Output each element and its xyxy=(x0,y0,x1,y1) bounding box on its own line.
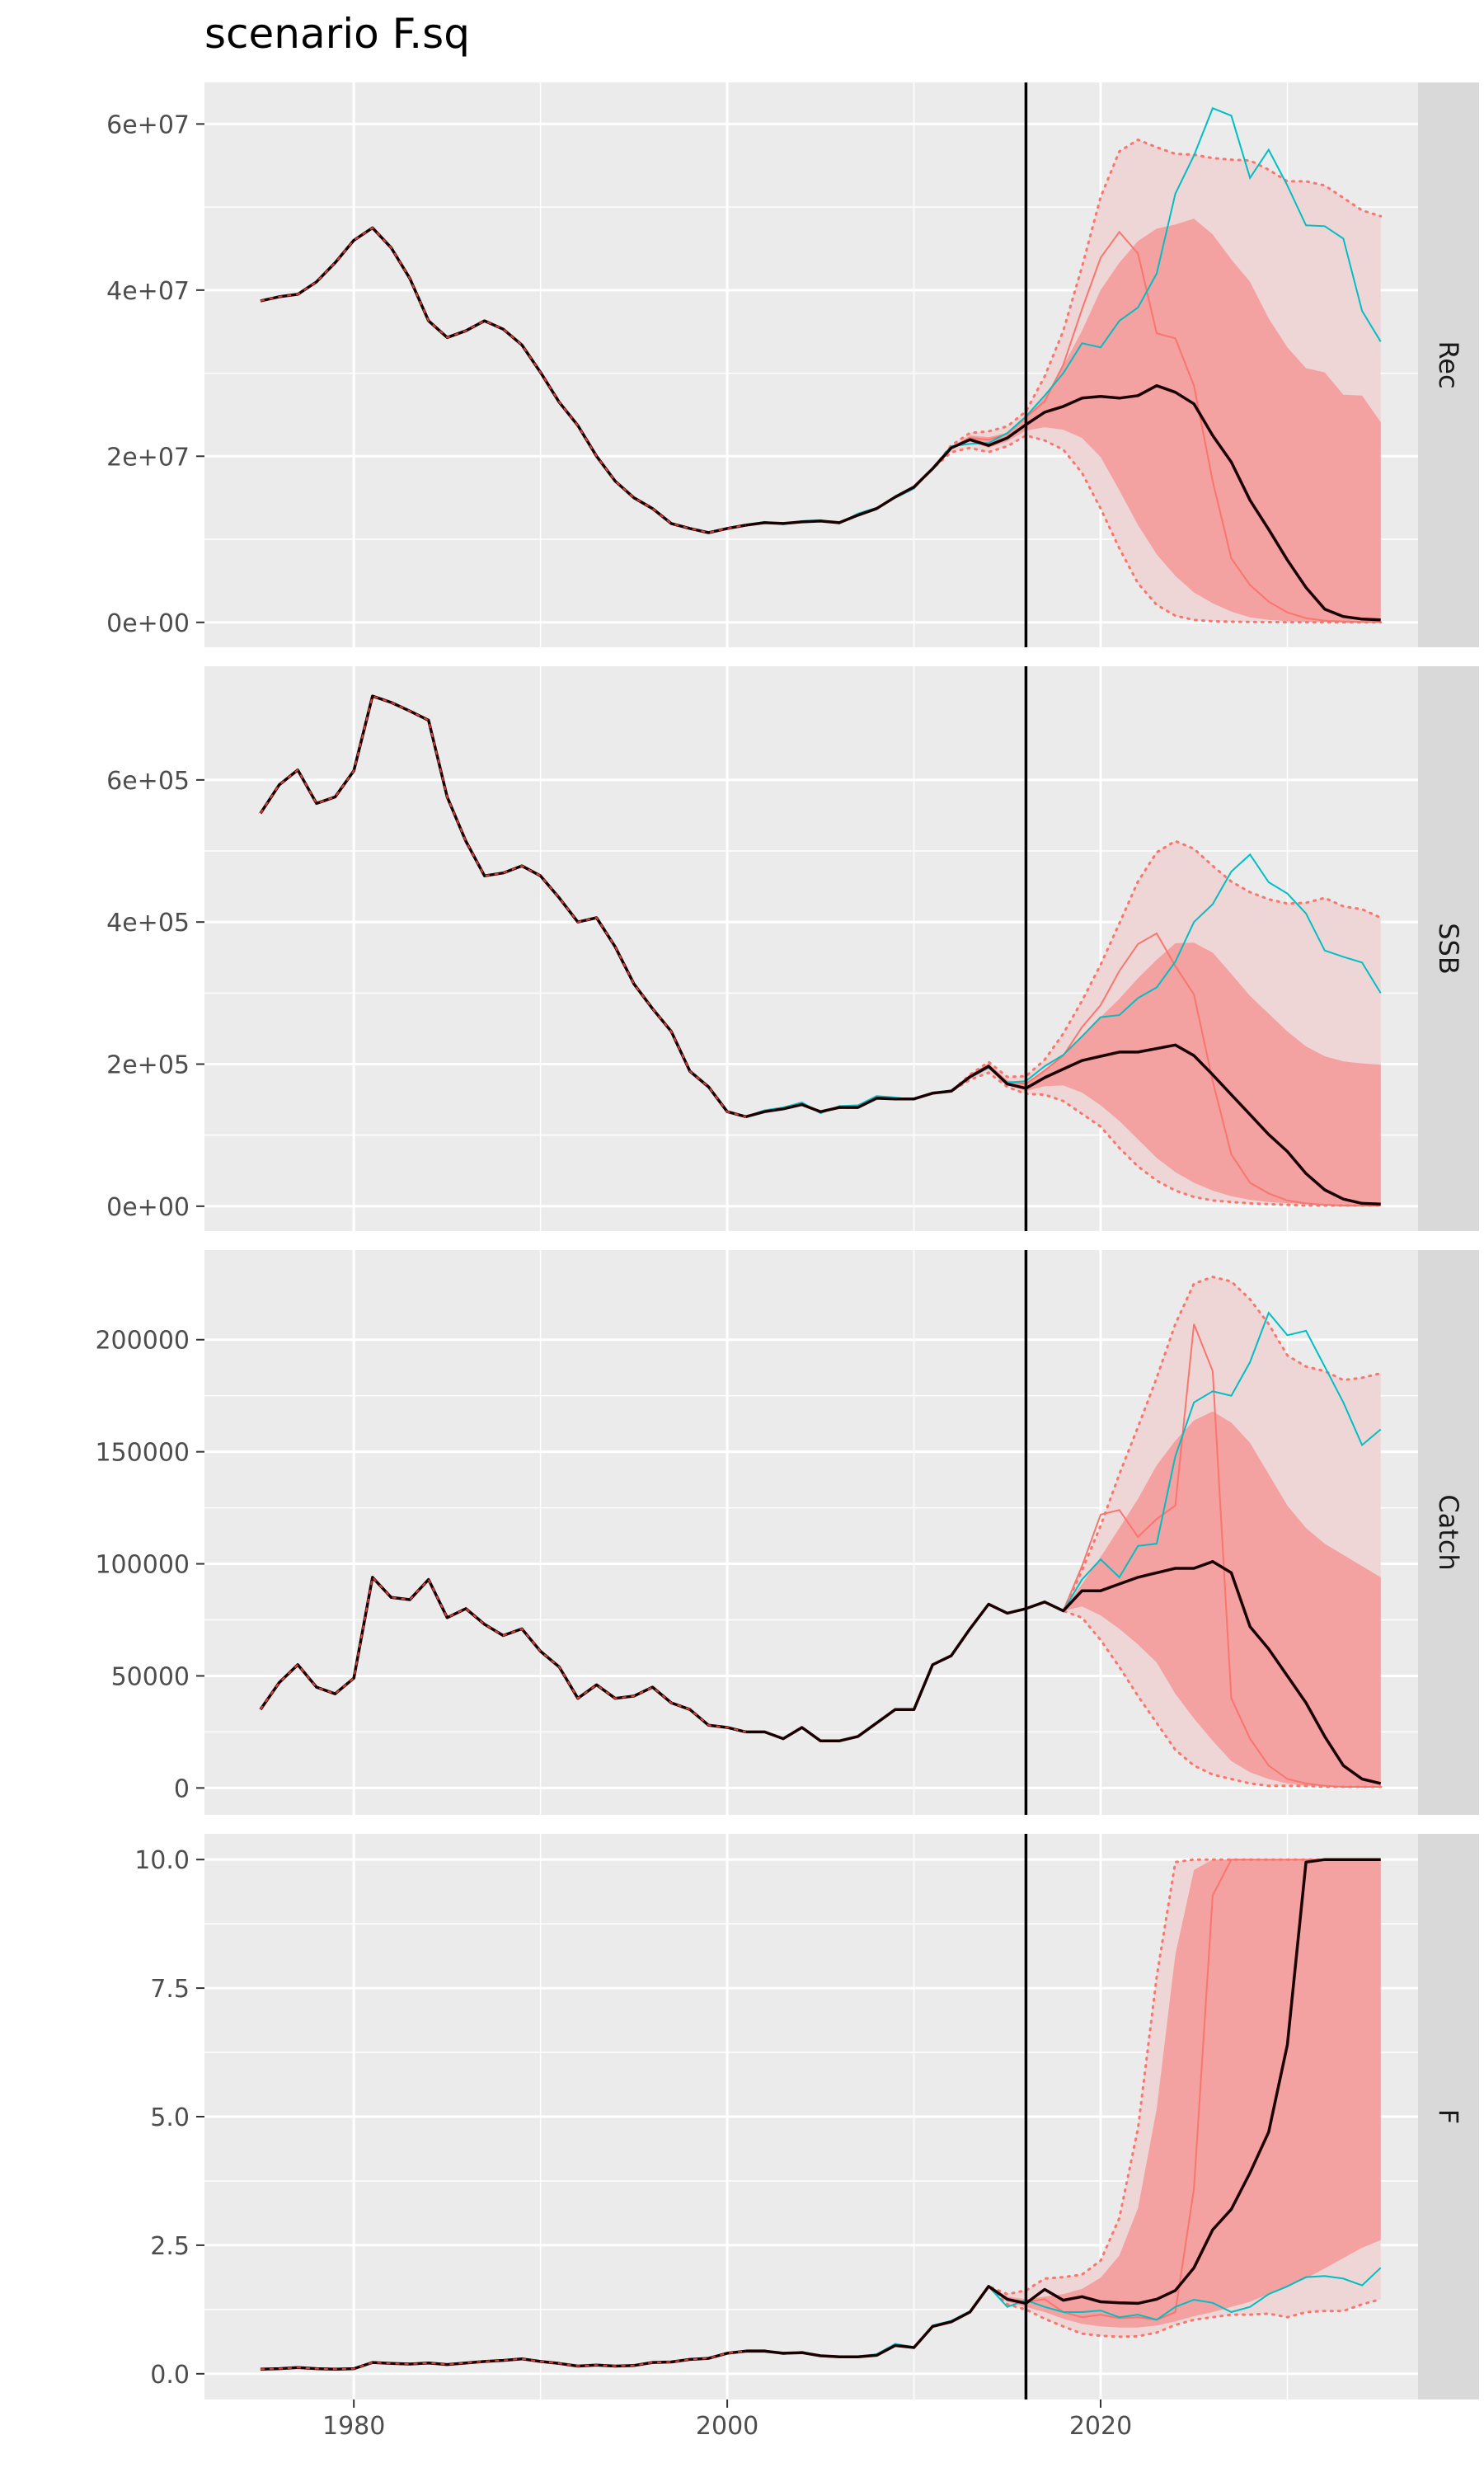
history-line xyxy=(260,226,747,534)
facet-strip xyxy=(1418,666,1479,1231)
y-tick-label: 150000 xyxy=(95,1439,190,1468)
outer-band-lower-dotted xyxy=(744,1600,1383,1788)
facet-strip-label: SSB xyxy=(1433,923,1464,975)
outer-band-upper-dotted xyxy=(744,839,1383,1118)
y-tick-label: 2e+05 xyxy=(106,1051,190,1080)
x-tick-label: 2000 xyxy=(696,2412,758,2441)
median-line xyxy=(745,1560,1382,1785)
facet-strip-label: Catch xyxy=(1433,1494,1464,1570)
median-line xyxy=(745,1043,1381,1206)
y-tick-label: 7.5 xyxy=(150,1975,190,2004)
median-line xyxy=(745,1858,1381,2358)
y-tick-label: 4e+05 xyxy=(106,909,190,938)
y-tick-label: 100000 xyxy=(95,1551,190,1580)
facet-strip xyxy=(1418,1834,1479,2399)
inner-uncertainty-band xyxy=(745,1859,1381,2357)
facet-strip xyxy=(1418,82,1479,647)
facet-strip-label: F xyxy=(1433,2109,1464,2124)
y-tick-label: 200000 xyxy=(95,1327,190,1356)
y-tick-label: 0 xyxy=(174,1774,190,1803)
y-tick-label: 5.0 xyxy=(150,2103,190,2132)
chart-title: scenario F.sq xyxy=(204,10,470,58)
panel-f: F 0.0 2.5 5.0 7.5 10.0 xyxy=(134,1834,1479,2399)
outer-band-lower-dotted xyxy=(744,1071,1383,1207)
y-tick-label: 4e+07 xyxy=(106,277,190,306)
history-dashed-line xyxy=(260,1575,746,1733)
inner-uncertainty-band xyxy=(745,1411,1381,1787)
facet-strip xyxy=(1418,1250,1479,1815)
outer-band-upper-dotted xyxy=(744,1276,1383,1742)
history-dashed-line xyxy=(260,694,746,1118)
y-tick-label: 0.0 xyxy=(150,2361,190,2390)
y-tick-label: 10.0 xyxy=(134,1846,190,1875)
facet-strip-label: Rec xyxy=(1433,341,1464,388)
inner-uncertainty-band xyxy=(745,942,1381,1206)
outer-band-upper-dotted xyxy=(744,138,1383,527)
y-tick-label: 2e+07 xyxy=(106,443,190,472)
panel-ssb: SSB 0e+00 2e+05 4e+05 6e+05 xyxy=(106,666,1479,1231)
y-tick-label: 50000 xyxy=(111,1662,190,1691)
x-tick-label: 1980 xyxy=(322,2412,385,2441)
median-line xyxy=(745,383,1381,622)
y-tick-label: 6e+07 xyxy=(106,110,190,139)
x-tick-label: 2020 xyxy=(1069,2412,1132,2441)
panel-catch: Catch 0 50000 100000 150000 200000 xyxy=(95,1250,1479,1815)
history-line xyxy=(260,2349,746,2371)
iteration-line-cyan xyxy=(745,853,1382,1118)
y-tick-label: 6e+05 xyxy=(106,767,190,796)
panel-rec: Rec 0e+00 2e+07 4e+07 6e+07 xyxy=(106,82,1479,647)
y-tick-label: 2.5 xyxy=(150,2232,190,2261)
y-tick-label: 0e+00 xyxy=(106,609,190,638)
y-tick-label: 0e+00 xyxy=(106,1193,190,1222)
